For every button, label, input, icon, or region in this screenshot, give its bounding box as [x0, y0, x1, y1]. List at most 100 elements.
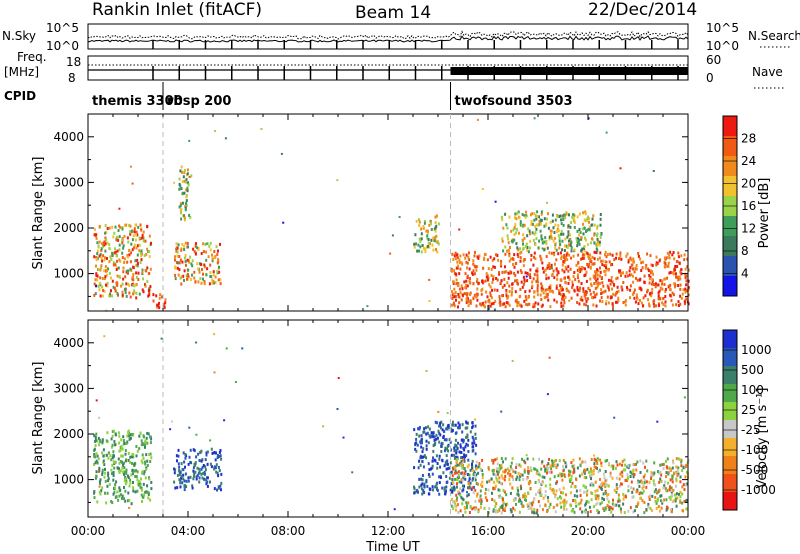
data-cell	[494, 484, 497, 488]
data-cell	[164, 298, 167, 302]
data-cell	[431, 459, 434, 463]
data-cell	[116, 274, 119, 278]
data-cell	[657, 297, 660, 301]
data-cell	[129, 455, 132, 459]
data-cell	[472, 297, 475, 301]
data-cell	[558, 246, 561, 250]
data-cell	[511, 290, 513, 294]
data-cell	[435, 486, 438, 490]
data-cell	[421, 455, 423, 459]
data-cell	[200, 262, 202, 266]
data-cell	[587, 265, 590, 269]
data-cell	[514, 223, 517, 227]
data-cell	[203, 472, 206, 476]
data-cell	[535, 511, 538, 515]
data-cell	[473, 264, 476, 268]
data-cell	[580, 282, 583, 285]
data-cell	[453, 453, 455, 457]
data-cell	[104, 249, 107, 253]
data-cell	[552, 505, 555, 509]
data-cell	[497, 258, 500, 262]
data-cell	[587, 470, 590, 474]
data-cell	[217, 278, 220, 282]
data-cell	[536, 269, 539, 273]
data-cell	[473, 254, 476, 258]
data-cell	[685, 297, 688, 301]
data-cell	[173, 467, 176, 471]
data-cell	[116, 283, 119, 287]
data-cell	[572, 217, 575, 220]
data-cell	[664, 277, 667, 281]
freq-unit-label: [MHz]	[4, 65, 39, 79]
data-cell	[676, 474, 679, 478]
data-cell	[658, 488, 661, 492]
data-cell	[633, 296, 636, 300]
data-cell	[217, 465, 220, 469]
data-cell	[474, 452, 477, 456]
data-cell	[121, 241, 124, 245]
data-cell	[118, 441, 121, 445]
data-cell	[578, 228, 581, 231]
data-cell	[583, 471, 586, 475]
data-cell	[484, 300, 487, 304]
data-cell	[193, 449, 196, 453]
data-cell	[512, 228, 515, 232]
data-cell	[157, 304, 160, 308]
data-cell	[438, 440, 441, 444]
data-cell	[558, 459, 561, 463]
data-cell	[111, 463, 114, 467]
data-cell	[565, 463, 568, 467]
data-cell	[472, 437, 475, 441]
data-cell	[479, 468, 482, 472]
data-cell	[132, 234, 135, 238]
data-cell	[144, 476, 147, 480]
data-cell	[463, 473, 466, 477]
data-cell	[583, 245, 586, 249]
data-cell	[539, 494, 542, 497]
data-cell	[570, 461, 573, 465]
data-cell	[641, 491, 644, 495]
data-cell	[527, 505, 530, 509]
data-cell	[599, 213, 602, 216]
data-cell	[472, 445, 475, 449]
data-cell	[633, 288, 636, 292]
data-cell	[585, 501, 588, 505]
data-cell	[94, 438, 97, 442]
data-cell	[549, 487, 552, 491]
data-cell	[184, 256, 186, 260]
data-cell	[675, 471, 678, 475]
data-cell	[604, 470, 607, 473]
data-cell	[427, 238, 430, 241]
data-cell	[596, 273, 599, 277]
data-cell	[662, 462, 665, 466]
data-cell	[217, 474, 220, 478]
data-cell	[114, 496, 117, 499]
data-cell	[120, 454, 123, 458]
data-cell	[117, 457, 120, 461]
data-cell	[675, 479, 678, 483]
cpid-label: CPID	[4, 89, 36, 103]
data-cell	[129, 295, 132, 299]
data-cell	[146, 490, 149, 494]
data-cell	[605, 483, 608, 486]
data-cell	[683, 253, 686, 257]
data-cell	[187, 479, 190, 483]
data-cell	[192, 247, 195, 251]
data-cell	[110, 437, 113, 441]
data-cell	[685, 279, 688, 283]
data-cell	[668, 287, 671, 291]
data-cell	[684, 483, 687, 487]
data-cell	[616, 285, 619, 289]
data-cell	[587, 215, 590, 219]
data-cell	[413, 485, 415, 489]
data-cell	[643, 511, 646, 515]
data-cell	[578, 233, 580, 237]
data-cell	[586, 493, 588, 497]
velocity-colorbar-tick: 25	[741, 403, 756, 417]
data-cell	[458, 480, 461, 484]
data-cell	[209, 241, 212, 245]
data-cell	[136, 478, 139, 482]
data-cell	[186, 258, 189, 262]
data-cell	[596, 249, 599, 253]
velocity-cells	[93, 333, 690, 515]
